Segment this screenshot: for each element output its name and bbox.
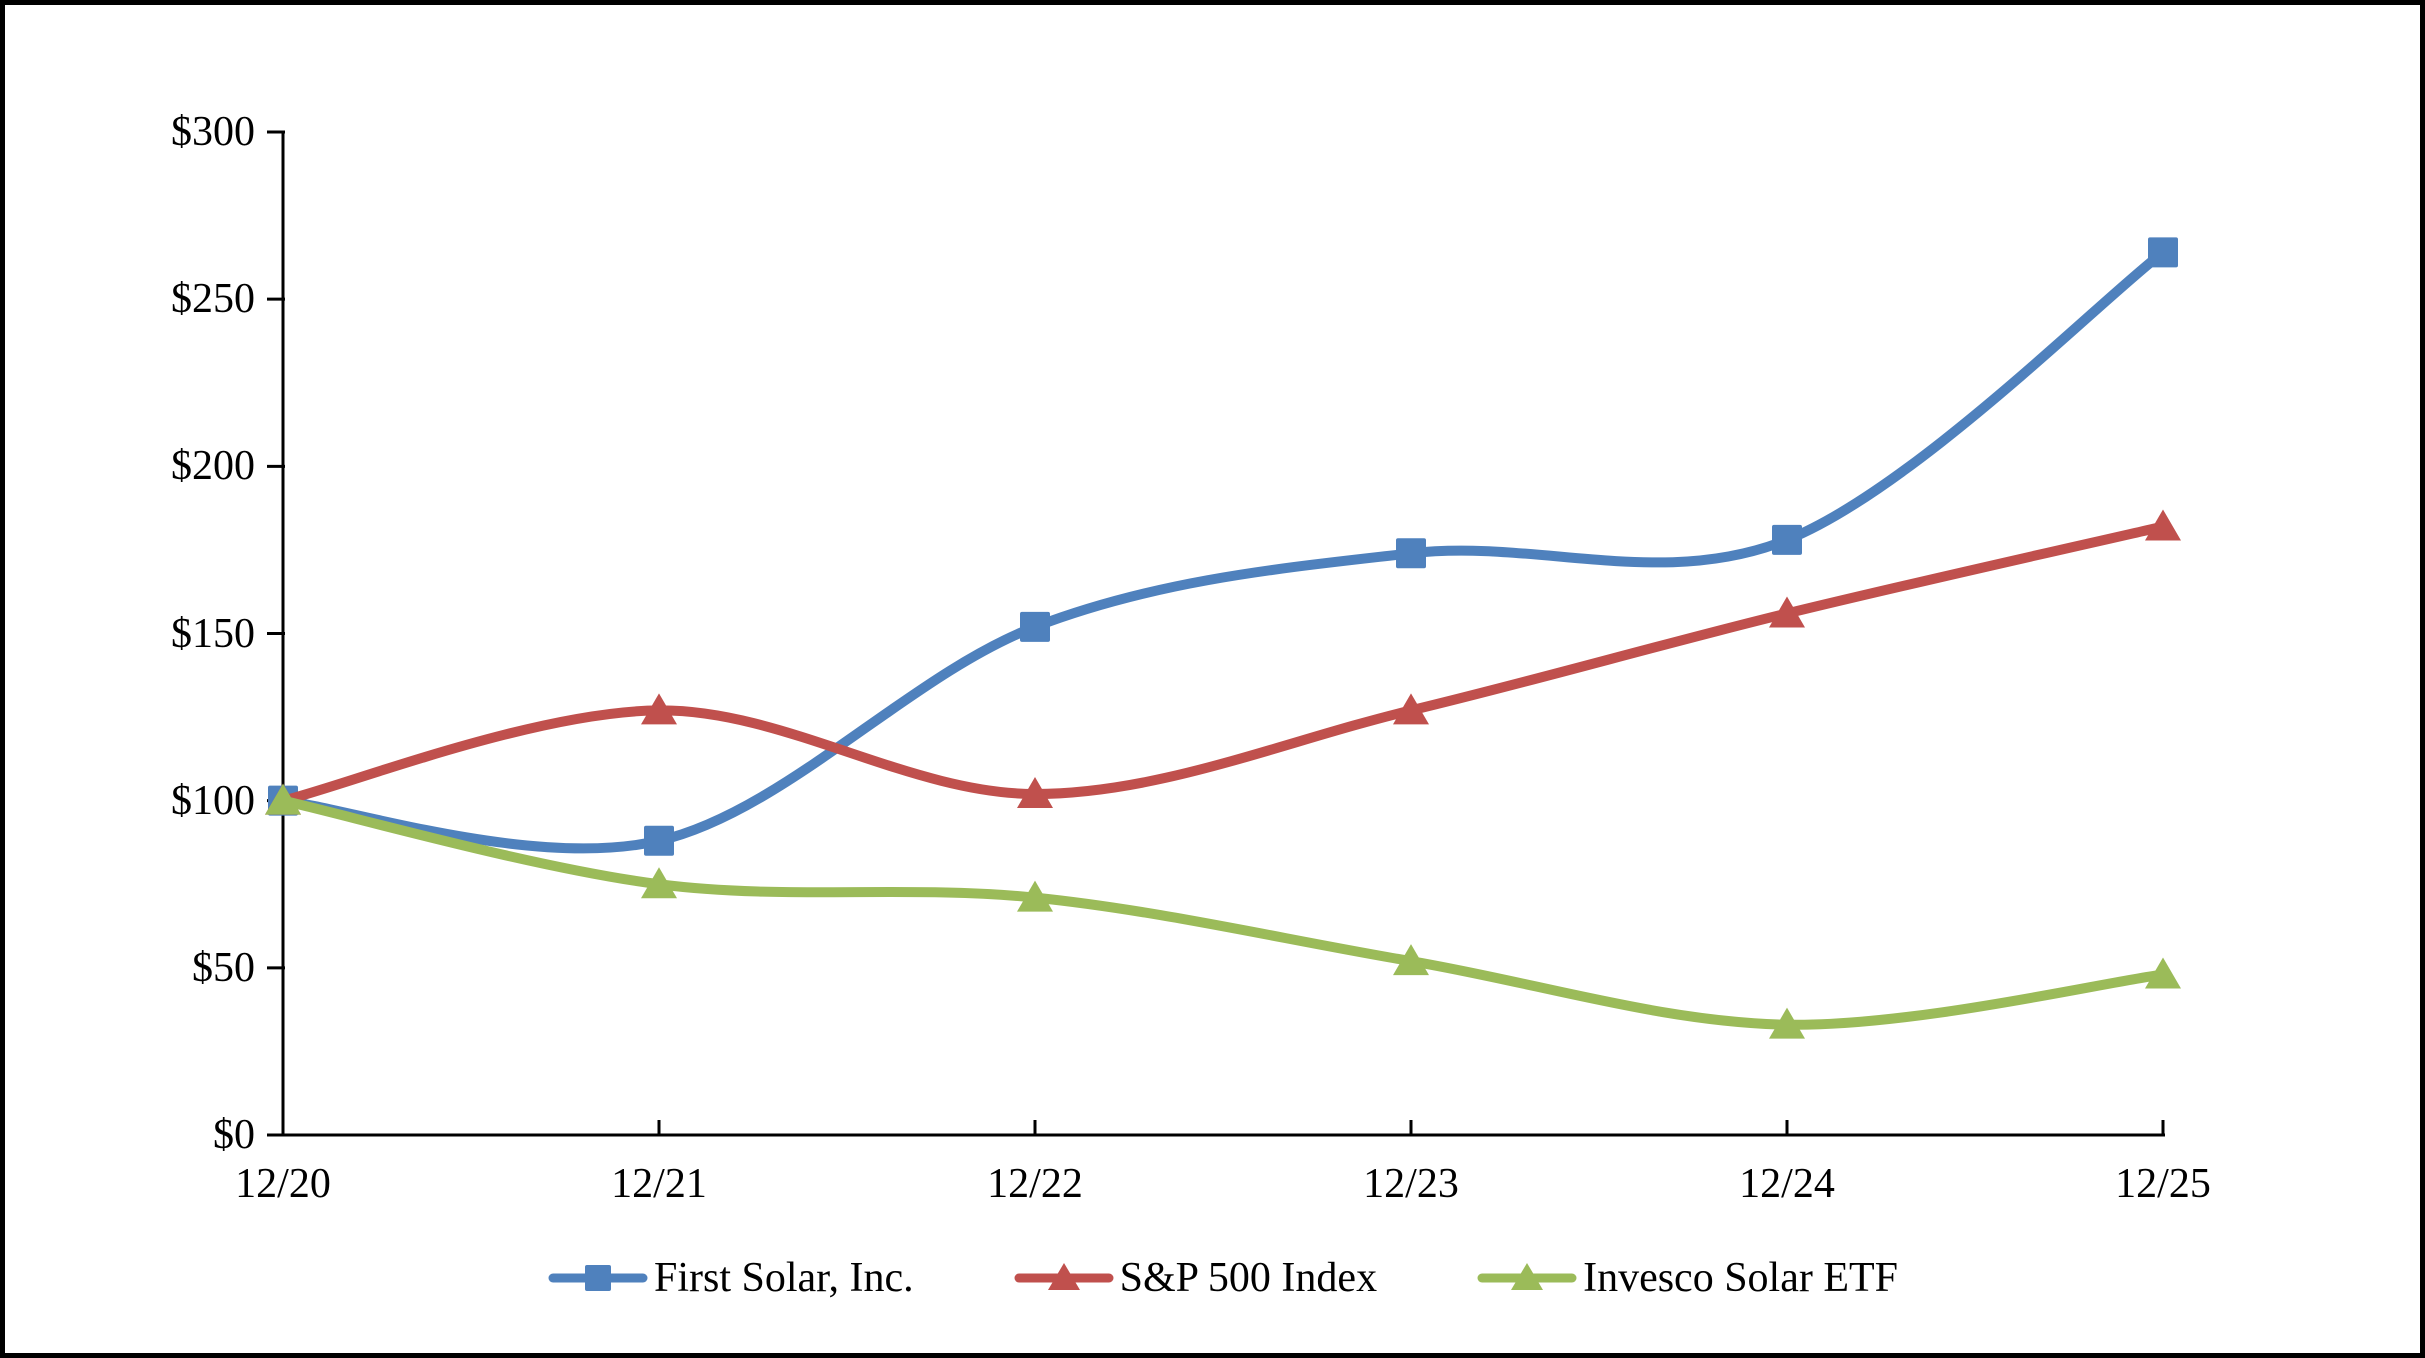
y-axis-label: $0 [213,1112,255,1158]
y-axis-label: $250 [171,276,255,323]
legend-label: Invesco Solar ETF [1583,1255,1899,1301]
legend-label: S&P 500 Index [1119,1255,1378,1301]
legend: First Solar, Inc. S&P 500 Index Invesco … [283,1245,2163,1311]
series-marker-2 [1393,944,1429,976]
series-line-1 [278,521,2168,806]
x-axis-label: 12/20 [235,1161,331,1207]
x-axis-label: 12/25 [2115,1161,2211,1207]
x-axis-label: 12/24 [1739,1161,1835,1207]
series-marker-1 [1393,693,1429,725]
series-line-0 [278,247,2168,854]
legend-triangle-marker-icon [1477,1258,1577,1298]
series-marker-2 [1769,1007,1805,1039]
legend-item-sp500: S&P 500 Index [1014,1254,1377,1302]
legend-item-invesco-solar: Invesco Solar ETF [1477,1254,1898,1302]
plot-area [265,130,2181,1137]
series-marker-1 [1769,596,1805,628]
series-marker-0 [1396,538,1426,569]
series-marker-0 [644,825,674,856]
series-marker-2 [2145,957,2181,989]
series-marker-1 [1017,776,1053,808]
y-axis-label: $50 [192,944,255,991]
y-axis-label: $100 [171,777,255,824]
series-marker-0 [1020,611,1050,642]
legend-label: First Solar, Inc. [653,1255,914,1301]
y-axis-label: $300 [171,109,255,155]
legend-item-first-solar: First Solar, Inc. [548,1254,914,1302]
legend-triangle-marker-icon [1014,1258,1114,1298]
x-axis-label: 12/21 [611,1161,707,1207]
series-marker-2 [265,783,301,815]
x-axis-label: 12/22 [987,1161,1083,1207]
x-axis-label: 12/23 [1363,1161,1459,1207]
series-marker-1 [2145,509,2181,541]
series-marker-0 [2148,237,2178,268]
y-axis-label: $150 [171,610,255,657]
series-marker-2 [641,867,677,899]
series-marker-1 [641,693,677,725]
series-line-2 [278,795,2168,1030]
legend-square-marker-icon [548,1258,648,1298]
series-marker-0 [1772,524,1802,555]
series-marker-2 [1017,880,1053,912]
y-axis-label: $200 [171,443,255,490]
